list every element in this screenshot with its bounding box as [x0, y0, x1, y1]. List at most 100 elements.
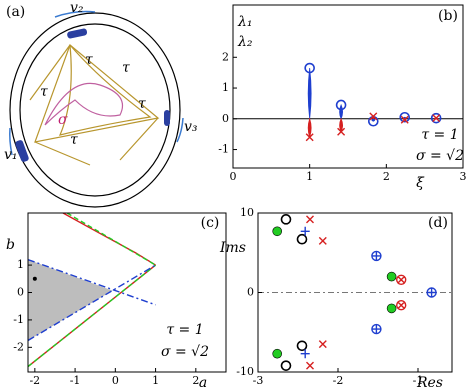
particle — [164, 110, 170, 126]
line — [28, 264, 157, 368]
point — [272, 348, 283, 359]
arrow — [9, 127, 13, 156]
point — [300, 349, 310, 359]
series-label: λ₁ — [237, 14, 253, 30]
axes-box — [232, 4, 464, 169]
sigma-label: σ — [58, 112, 68, 128]
coupling-label: τ — [138, 96, 146, 112]
point — [337, 127, 346, 136]
x-tick-label: 2 — [383, 170, 390, 183]
x-tick-label: 0 — [112, 374, 119, 387]
region — [28, 259, 113, 341]
panel-label: (d) — [428, 215, 448, 231]
x-tick-label: 1 — [306, 170, 313, 183]
series-label: λ₂ — [237, 34, 253, 50]
point — [369, 112, 378, 121]
point — [280, 360, 292, 371]
point — [296, 233, 308, 245]
point — [300, 226, 310, 236]
stem — [307, 117, 312, 139]
point — [386, 303, 397, 314]
x-tick-label: -1 — [70, 374, 81, 387]
panel-label: (a) — [6, 4, 25, 20]
y-tick-label: -1 — [218, 143, 229, 156]
x-tick-label: -2 — [29, 374, 40, 387]
particle — [15, 140, 29, 162]
point — [430, 112, 442, 124]
point — [306, 215, 314, 224]
point — [304, 62, 315, 74]
particle — [67, 28, 88, 39]
x-axis-label: a — [199, 375, 207, 390]
line — [28, 264, 156, 342]
speed-label: v₁ — [4, 147, 18, 163]
x-axis-label: ξ — [416, 175, 425, 191]
panel-a: (a) v₂ v₁ v₃ τ τ τ τ τ σ — [4, 0, 198, 208]
point — [371, 323, 382, 335]
plot-area — [258, 214, 452, 371]
y-tick-label: 10 — [240, 206, 254, 219]
speed-label: v₃ — [184, 119, 198, 135]
point — [396, 300, 407, 311]
outer-ring — [9, 12, 181, 208]
stem — [339, 103, 343, 120]
plot-area — [28, 213, 157, 368]
point — [32, 276, 37, 281]
y-tick-label: -1 — [13, 313, 24, 326]
point — [306, 361, 314, 370]
panel: -2 -1 0 1 2 -2 -1 0 1 (c) τ = 1 σ = √2 a b — [6, 212, 227, 390]
point — [280, 214, 292, 225]
y-axis-label: Ims — [219, 240, 246, 256]
annotation: τ = 1 — [166, 322, 203, 338]
point — [399, 111, 411, 123]
coupling-label: τ — [85, 52, 93, 68]
panel-label: (c) — [201, 215, 220, 231]
point — [432, 114, 441, 123]
x-tick-label: 2 — [192, 374, 199, 387]
y-tick-label: 0 — [17, 286, 24, 299]
y-tick-label: -10 — [236, 365, 254, 378]
arrow — [176, 117, 184, 143]
y-tick-label: 0 — [247, 286, 254, 299]
sigma-curve — [44, 82, 124, 126]
point — [400, 115, 409, 124]
line — [66, 213, 156, 266]
x-axis-label: Res — [416, 375, 443, 390]
point — [386, 271, 397, 282]
point — [318, 236, 327, 245]
point — [396, 274, 407, 285]
coupling-label: τ — [122, 60, 130, 76]
x-tick-label: 3 — [460, 170, 467, 183]
x-tick-label: 1 — [152, 374, 159, 387]
coupling-lines — [29, 43, 160, 166]
stem — [371, 118, 376, 122]
stem — [307, 68, 312, 119]
panel: -3 -2 -1 -10 0 10 (d) Res Ims — [219, 206, 453, 390]
x-tick-label: -1 — [413, 374, 424, 387]
y-tick-label: 1 — [222, 81, 229, 94]
point — [272, 226, 283, 237]
y-tick-label: 1 — [17, 258, 24, 271]
point — [296, 340, 308, 352]
y-tick-label: -2 — [13, 340, 24, 353]
coupling-label: τ — [40, 84, 48, 100]
x-tick-label: 0 — [230, 170, 237, 183]
point — [371, 250, 382, 262]
plot-area — [233, 62, 463, 142]
coupling-label: τ — [70, 132, 78, 148]
point — [426, 287, 437, 298]
speed-label: v₂ — [70, 0, 84, 16]
point — [335, 99, 347, 111]
y-tick-label: 0 — [222, 112, 229, 125]
panel: 0 1 2 3 -1 0 1 2 (b) τ = 1 σ = √2 ξ λ₁ λ₂ — [218, 4, 467, 191]
point — [305, 133, 314, 142]
x-tick-label: -3 — [253, 374, 264, 387]
panel-label: (b) — [438, 8, 458, 24]
point — [318, 340, 327, 349]
x-tick-label: -2 — [333, 374, 344, 387]
y-tick-label: 2 — [222, 50, 229, 63]
annotation: σ = √2 — [161, 344, 209, 360]
inner-ring — [19, 23, 171, 197]
annotation: σ = √2 — [416, 148, 464, 164]
